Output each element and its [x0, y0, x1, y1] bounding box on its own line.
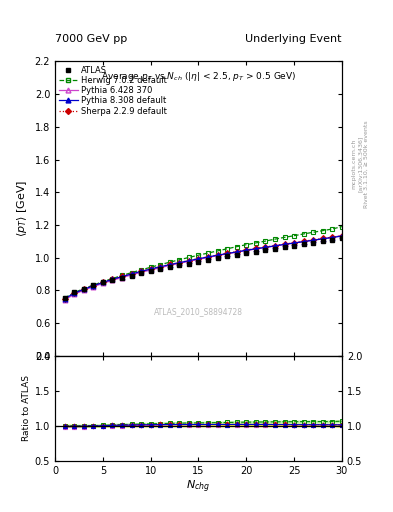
Legend: ATLAS, Herwig 7.0.2 default, Pythia 6.428 370, Pythia 8.308 default, Sherpa 2.2.: ATLAS, Herwig 7.0.2 default, Pythia 6.42… [57, 64, 168, 117]
Text: Rivet 3.1.10, ≥ 500k events: Rivet 3.1.10, ≥ 500k events [364, 120, 369, 208]
Y-axis label: Ratio to ATLAS: Ratio to ATLAS [22, 375, 31, 441]
Y-axis label: $\langle p_T \rangle$ [GeV]: $\langle p_T \rangle$ [GeV] [15, 180, 29, 237]
Text: mcplots.cern.ch: mcplots.cern.ch [352, 139, 357, 189]
X-axis label: $N_{chg}$: $N_{chg}$ [186, 478, 211, 495]
Text: ATLAS_2010_S8894728: ATLAS_2010_S8894728 [154, 307, 243, 316]
Text: Underlying Event: Underlying Event [245, 33, 342, 44]
Text: Average $p_T$ vs $N_{ch}$ (|$\eta$| < 2.5, $p_T$ > 0.5 GeV): Average $p_T$ vs $N_{ch}$ (|$\eta$| < 2.… [101, 70, 296, 83]
Text: [arXiv:1306.3436]: [arXiv:1306.3436] [358, 136, 363, 192]
Text: 7000 GeV pp: 7000 GeV pp [55, 33, 127, 44]
